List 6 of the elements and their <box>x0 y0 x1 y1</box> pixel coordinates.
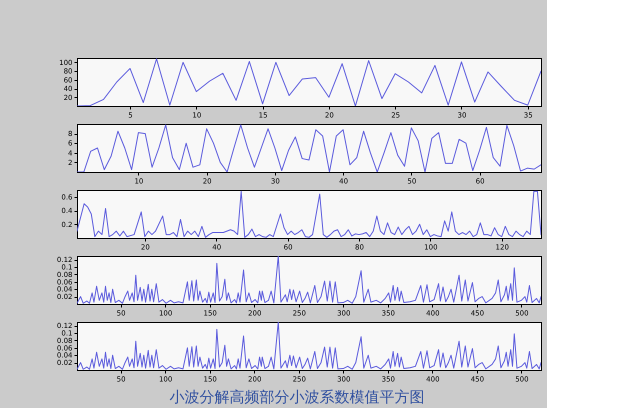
text: 小波分解高频部分小波系数模值平方图 <box>170 388 424 406</box>
line-series <box>77 190 541 238</box>
line-series <box>77 124 541 172</box>
line-series <box>77 256 541 304</box>
line-series <box>77 58 541 106</box>
line-series <box>77 322 541 370</box>
